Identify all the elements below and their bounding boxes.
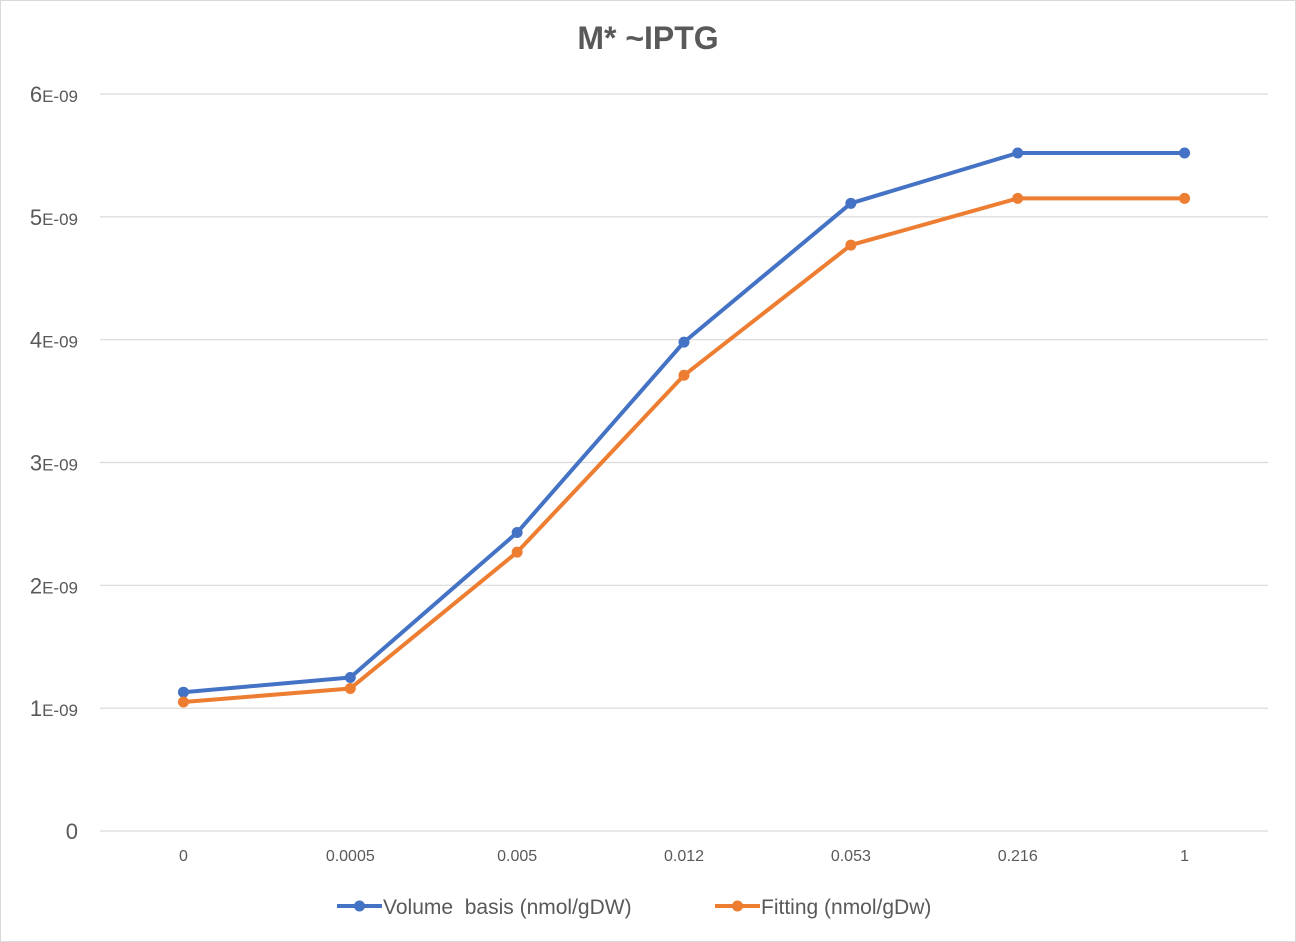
y-tick-label: 4E-09 — [30, 328, 78, 353]
y-tick-mantissa: 0 — [66, 819, 78, 844]
y-tick-exponent: E-09 — [42, 701, 78, 720]
y-tick-label: 0 — [66, 819, 78, 844]
series-line — [181, 196, 1187, 705]
data-point — [344, 671, 356, 683]
chart-title: M* ~IPTG — [577, 20, 719, 56]
y-tick-mantissa: 4 — [30, 328, 42, 353]
data-point — [678, 369, 690, 381]
x-tick-label: 0.012 — [664, 848, 704, 865]
data-point — [845, 239, 857, 251]
y-tick-exponent: E-09 — [42, 456, 78, 475]
data-point — [1012, 147, 1024, 159]
y-tick-label: 6E-09 — [30, 82, 78, 107]
y-tick-mantissa: 5 — [30, 205, 42, 230]
y-tick-mantissa: 3 — [30, 451, 42, 476]
data-point — [177, 686, 189, 698]
data-point — [1012, 192, 1024, 204]
legend-marker — [732, 900, 743, 912]
y-tick-mantissa: 6 — [30, 82, 42, 107]
y-tick-label: 3E-09 — [30, 451, 78, 476]
data-point — [511, 527, 523, 539]
series-line — [181, 150, 1187, 695]
y-tick-exponent: E-09 — [42, 333, 78, 352]
data-point — [678, 336, 690, 348]
legend-label: Volume basis (nmol/gDW) — [383, 896, 632, 919]
y-tick-label: 1E-09 — [30, 696, 78, 721]
x-tick-label: 0.005 — [497, 848, 537, 865]
data-point — [1179, 192, 1191, 204]
y-tick-label: 2E-09 — [30, 573, 78, 598]
data-point — [845, 197, 857, 209]
y-tick-exponent: E-09 — [42, 87, 78, 106]
legend-marker — [354, 900, 365, 912]
data-point — [511, 546, 523, 558]
data-point — [177, 696, 189, 708]
x-tick-label: 0 — [179, 848, 188, 865]
y-tick-exponent: E-09 — [42, 578, 78, 597]
y-tick-exponent: E-09 — [42, 210, 78, 229]
x-tick-label: 1 — [1180, 848, 1189, 865]
data-point — [344, 683, 356, 695]
x-tick-label: 0.0005 — [326, 848, 375, 865]
x-tick-label: 0.216 — [998, 848, 1038, 865]
y-tick-label: 5E-09 — [30, 205, 78, 230]
legend-label: Fitting (nmol/gDw) — [761, 896, 931, 919]
x-tick-label: 0.053 — [831, 848, 871, 865]
y-tick-mantissa: 2 — [30, 573, 42, 598]
data-point — [1179, 147, 1191, 159]
y-tick-mantissa: 1 — [30, 696, 42, 721]
